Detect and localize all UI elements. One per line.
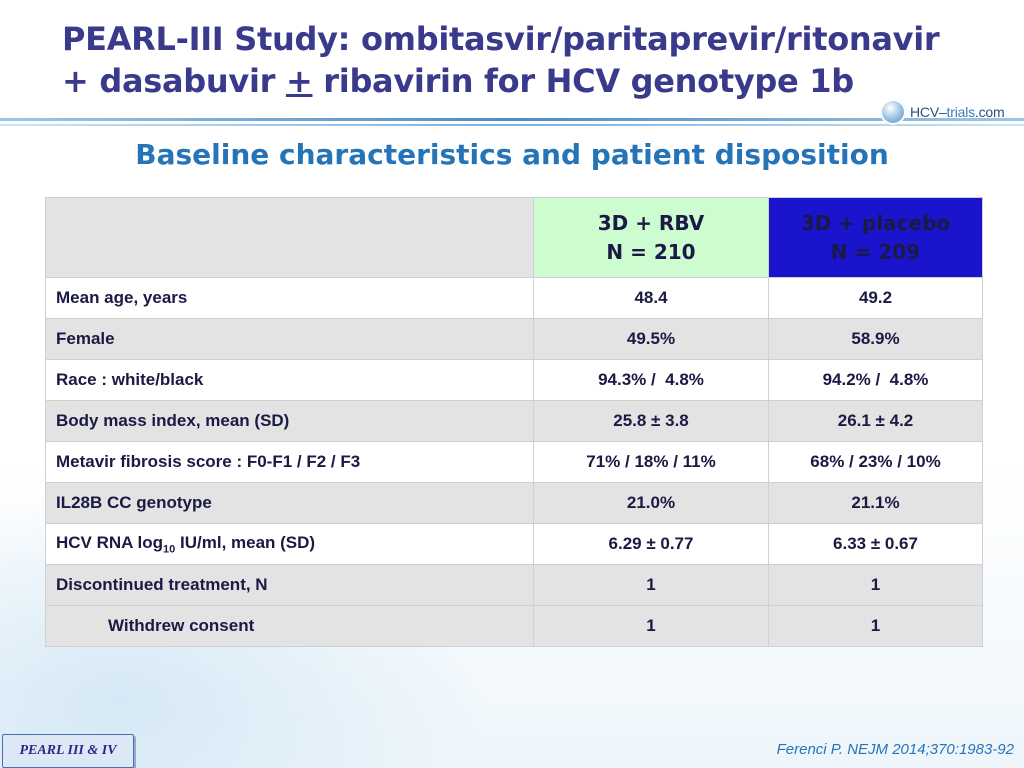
value-placebo: 26.1 ± 4.2 — [768, 400, 983, 442]
page-title: PEARL-III Study: ombitasvir/paritaprevir… — [62, 18, 1002, 102]
value-placebo: 58.9% — [768, 318, 983, 360]
column-header-placebo: 3D + placebo N = 209 — [768, 197, 983, 278]
table-row: IL28B CC genotype 21.0% 21.1% — [45, 482, 983, 524]
logo-text-c: .com — [974, 104, 1005, 120]
row-label: Metavir fibrosis score : F0-F1 / F2 / F3 — [45, 441, 534, 483]
study-badge: PEARL III & IV — [2, 734, 134, 768]
header-divider — [0, 118, 1024, 121]
value-placebo: 1 — [768, 564, 983, 606]
row-label-post: IU/ml, mean (SD) — [175, 532, 316, 552]
logo-text-a: HCV– — [910, 104, 947, 120]
column-header-placebo-n: N = 209 — [830, 239, 921, 264]
logo-text: HCV–trials.com — [910, 104, 1005, 120]
value-rbv: 25.8 ± 3.8 — [533, 400, 769, 442]
row-label: Withdrew consent — [45, 605, 534, 647]
table-row: Race : white/black 94.3% / 4.8% 94.2% / … — [45, 359, 983, 401]
hcv-trials-logo: HCV–trials.com — [880, 98, 1020, 126]
value-rbv: 71% / 18% / 11% — [533, 441, 769, 483]
value-placebo: 68% / 23% / 10% — [768, 441, 983, 483]
value-rbv: 48.4 — [533, 277, 769, 319]
baseline-table: 3D + RBV N = 210 3D + placebo N = 209 Me… — [45, 197, 983, 647]
column-header-rbv-arm: 3D + RBV — [597, 210, 705, 235]
row-label: Mean age, years — [45, 277, 534, 319]
table-row: Metavir fibrosis score : F0-F1 / F2 / F3… — [45, 441, 983, 483]
column-header-placebo-arm: 3D + placebo — [800, 210, 951, 235]
value-placebo: 1 — [768, 605, 983, 647]
table-header-row: 3D + RBV N = 210 3D + placebo N = 209 — [45, 197, 983, 278]
row-label: Discontinued treatment, N — [45, 564, 534, 606]
column-header-rbv: 3D + RBV N = 210 — [533, 197, 769, 278]
title-line-2-pre: + dasabuvir — [62, 62, 286, 100]
value-rbv: 1 — [533, 564, 769, 606]
reference-citation: Ferenci P. NEJM 2014;370:1983-92 — [776, 741, 1014, 758]
title-line-1: PEARL-III Study: ombitasvir/paritaprevir… — [62, 20, 940, 58]
row-label: Body mass index, mean (SD) — [45, 400, 534, 442]
table-row: Body mass index, mean (SD) 25.8 ± 3.8 26… — [45, 400, 983, 442]
value-rbv: 49.5% — [533, 318, 769, 360]
row-label: IL28B CC genotype — [45, 482, 534, 524]
value-placebo: 21.1% — [768, 482, 983, 524]
value-rbv: 94.3% / 4.8% — [533, 359, 769, 401]
globe-icon — [880, 99, 906, 125]
title-line-2-post: ribavirin for HCV genotype 1b — [312, 62, 854, 100]
table-row: Mean age, years 48.4 49.2 — [45, 277, 983, 319]
plus-minus-symbol: + — [285, 62, 313, 100]
header-empty-cell — [45, 197, 534, 278]
value-placebo: 94.2% / 4.8% — [768, 359, 983, 401]
value-rbv: 21.0% — [533, 482, 769, 524]
section-subtitle: Baseline characteristics and patient dis… — [135, 138, 889, 171]
column-header-rbv-n: N = 210 — [606, 239, 696, 264]
title-line-2: + dasabuvir + ribavirin for HCV genotype… — [62, 60, 1002, 102]
value-placebo: 49.2 — [768, 277, 983, 319]
row-label-pre: HCV RNA log — [56, 532, 164, 552]
row-label-subscript: 10 — [163, 543, 176, 556]
logo-text-b: trials — [946, 104, 976, 120]
table-row: HCV RNA log10 IU/ml, mean (SD) 6.29 ± 0.… — [45, 523, 983, 565]
value-placebo: 6.33 ± 0.67 — [768, 523, 983, 565]
row-label: HCV RNA log10 IU/ml, mean (SD) — [45, 523, 534, 565]
header-divider-secondary — [0, 124, 1024, 126]
table-row: Discontinued treatment, N 1 1 — [45, 564, 983, 606]
table-row: Female 49.5% 58.9% — [45, 318, 983, 360]
value-rbv: 1 — [533, 605, 769, 647]
table-row: Withdrew consent 1 1 — [45, 605, 983, 647]
row-label: Female — [45, 318, 534, 360]
value-rbv: 6.29 ± 0.77 — [533, 523, 769, 565]
row-label: Race : white/black — [45, 359, 534, 401]
